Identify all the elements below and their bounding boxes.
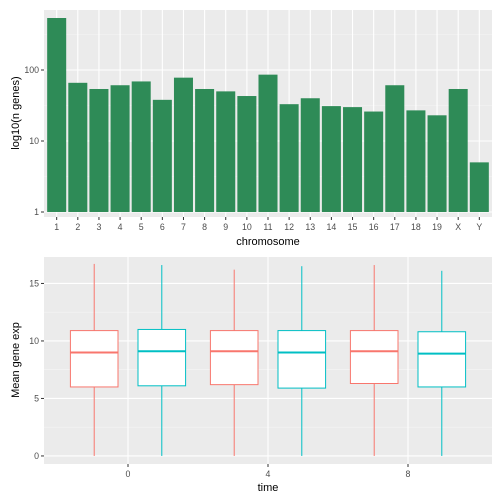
bar-chart-y-axis-title: log10(n genes) (10, 76, 22, 149)
bar (216, 91, 236, 212)
bar (406, 110, 426, 212)
bar-chart-x-tick-label: 10 (242, 222, 252, 232)
box-plot-y-tick-label: 5 (34, 393, 39, 403)
box-plot-box (137, 328, 187, 387)
bar-chart-x-tick-label: 12 (284, 222, 294, 232)
bar-chart-y-tick-label: 100 (24, 65, 39, 75)
box-plot-box (277, 330, 327, 389)
bar (364, 111, 384, 212)
box-plot-y-tick-label: 0 (34, 451, 39, 461)
bar-chart-x-tick-label: 4 (118, 222, 123, 232)
bar-chart-x-tick-label: 13 (305, 222, 315, 232)
bar-chart-x-axis: 1 2 3 4 5 6 7 8 9 10 11 12 13 14 15 16 17 18 19 X Y (54, 217, 482, 232)
bar (279, 104, 299, 212)
bar-chart-x-tick-label: 11 (263, 222, 272, 232)
bar-chart-x-tick-label: 15 (348, 222, 358, 232)
bar-chart-x-tick-label: 17 (390, 222, 400, 232)
box-plot-boxes (69, 263, 467, 456)
box-plot-box (349, 330, 399, 385)
box-plot-panel: 0 5 10 15 0 4 8 time Mean gene exp (10, 257, 492, 494)
bar-chart-x-tick-label: 18 (411, 222, 421, 232)
box-plot-y-axis: 0 5 10 15 (29, 278, 44, 461)
bar-chart-x-tick-label: 14 (326, 222, 336, 232)
box-plot-box-group (209, 269, 259, 456)
box-plot-box (417, 331, 467, 388)
bar-chart-x-tick-label: X (455, 222, 461, 232)
box-plot-box-group (277, 266, 327, 456)
box-plot-x-tick-label: 4 (266, 469, 271, 479)
bar (237, 96, 257, 212)
bar-chart-y-axis: 1 10 100 (24, 65, 44, 217)
box-plot-box-group (349, 265, 399, 456)
bar (89, 88, 109, 212)
box-plot-y-axis-title: Mean gene exp (10, 322, 22, 398)
bar (195, 88, 215, 212)
bar (68, 82, 88, 212)
box-plot-box-group (417, 270, 467, 456)
bar-chart-x-tick-label: 3 (96, 222, 101, 232)
bar-chart-y-tick-label: 10 (29, 136, 39, 146)
box-plot-box-group (69, 263, 119, 456)
bar (469, 162, 489, 212)
bar-chart-x-tick-label: 6 (160, 222, 165, 232)
box-plot-box (69, 330, 119, 388)
bar-chart-x-tick-label: Y (476, 222, 482, 232)
bar-chart-x-tick-label: 7 (181, 222, 186, 232)
bar-chart-x-tick-label: 16 (369, 222, 379, 232)
bar-chart-bars (47, 18, 489, 212)
bar (47, 18, 67, 212)
bar-chart-x-tick-label: 5 (139, 222, 144, 232)
bar (448, 88, 468, 212)
bar (427, 115, 447, 212)
box-plot-x-tick-label: 0 (126, 469, 131, 479)
box-plot-x-tick-label: 8 (406, 469, 411, 479)
bar-chart-x-tick-label: 19 (432, 222, 442, 232)
box-plot-y-tick-label: 10 (29, 336, 39, 346)
box-plot-x-axis-title: time (258, 482, 279, 494)
box-plot-y-tick-label: 15 (29, 278, 39, 288)
bar-chart-x-tick-label: 2 (75, 222, 80, 232)
box-plot-box (209, 330, 259, 386)
bar-chart-x-tick-label: 9 (223, 222, 228, 232)
bar (385, 85, 405, 212)
bar (343, 107, 363, 212)
bar-chart-y-tick-label: 1 (34, 207, 39, 217)
bar-chart-x-tick-label: 8 (202, 222, 207, 232)
bar (152, 99, 172, 212)
bar (173, 77, 193, 212)
bar (110, 85, 130, 212)
bar (258, 74, 278, 212)
bar-chart-x-tick-label: 1 (54, 222, 59, 232)
bar (321, 106, 341, 212)
bar (300, 98, 320, 212)
bar-chart-x-axis-title: chromosome (236, 236, 300, 248)
box-plot-box-group (137, 265, 187, 456)
bar (131, 81, 151, 212)
box-plot-gridlines (44, 257, 492, 464)
box-plot-x-axis: 0 4 8 (126, 464, 411, 479)
